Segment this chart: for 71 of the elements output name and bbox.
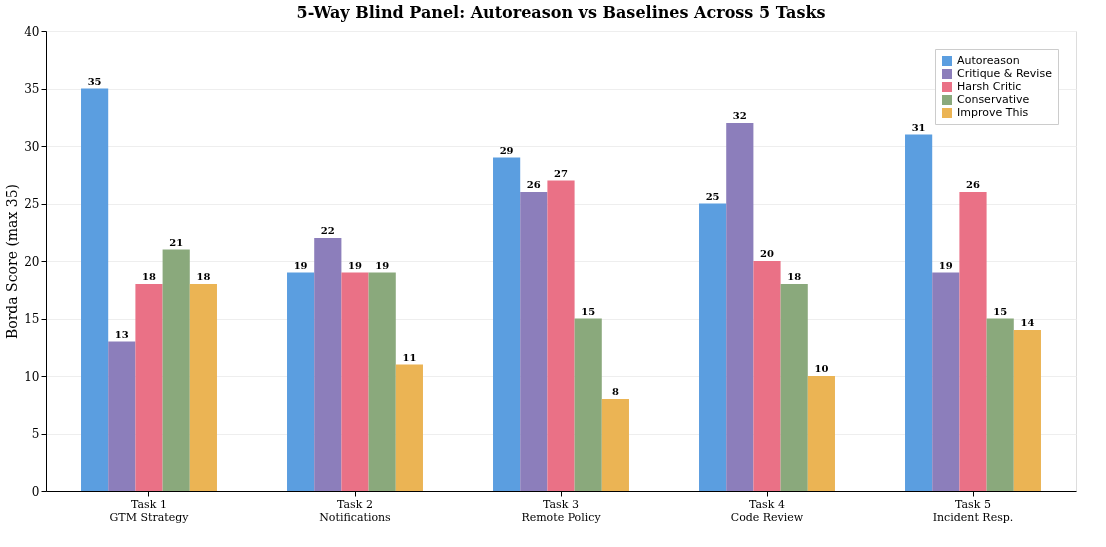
data-label: 13 (114, 328, 129, 340)
bar (807, 376, 835, 491)
y-tick-label: 20 (24, 254, 40, 269)
data-label: 32 (732, 110, 747, 121)
bar (341, 272, 369, 491)
data-label: 19 (938, 259, 953, 271)
data-label: 35 (87, 75, 102, 87)
x-tick-label: Task 4 Code Review (730, 497, 804, 524)
data-label: 19 (293, 259, 308, 271)
data-label: 11 (402, 351, 417, 363)
data-label: 20 (760, 248, 774, 259)
bar (135, 284, 163, 491)
bar (574, 318, 602, 491)
y-axis-title: Borda Score (max 35) (4, 183, 21, 340)
legend-label: Autoreason (957, 54, 1020, 67)
bar (287, 272, 315, 491)
y-tick-label: 30 (24, 139, 40, 154)
bar (520, 192, 548, 491)
bar (162, 249, 190, 491)
bar (547, 180, 575, 491)
x-tick-label: Task 3 Remote Policy (521, 497, 602, 524)
y-tick-label: 15 (24, 312, 40, 326)
y-tick-label: 5 (31, 427, 40, 441)
bar (314, 238, 342, 491)
data-label: 25 (705, 190, 720, 202)
data-label: 15 (581, 305, 596, 317)
data-label: 14 (1020, 317, 1035, 328)
x-tick-label: Task 2 Notifications (319, 497, 392, 524)
data-label: 10 (814, 363, 829, 374)
legend-label: Conservative (957, 93, 1030, 106)
chart-title: 5-Way Blind Panel: Autoreason vs Baselines Across 5 Tasks (296, 3, 826, 22)
legend-label: Improve This (957, 106, 1029, 119)
x-tick-label: Task 5 Incident Resp. (932, 497, 1014, 524)
bar (753, 261, 781, 491)
legend-label: Critique & Revise (957, 67, 1053, 80)
y-tick-label: 25 (24, 197, 40, 211)
y-tick-label: 0 (31, 484, 40, 499)
bar (108, 341, 136, 491)
data-label: 19 (348, 259, 362, 271)
data-label: 21 (169, 236, 184, 248)
data-label: 26 (966, 179, 980, 190)
y-tick-label: 10 (24, 369, 40, 384)
bar (932, 272, 960, 491)
data-label: 8 (611, 386, 619, 397)
bar (780, 284, 808, 491)
bar (986, 318, 1014, 491)
data-label: 18 (787, 271, 802, 282)
data-label: 26 (526, 179, 541, 190)
bar (395, 364, 423, 491)
bar (726, 123, 754, 491)
data-label: 18 (196, 271, 211, 282)
bar (601, 399, 629, 491)
bar (959, 192, 987, 491)
data-label: 29 (499, 144, 514, 156)
bar (368, 272, 396, 491)
data-label: 19 (375, 259, 390, 271)
data-label: 31 (911, 121, 926, 133)
legend-label: Harsh Critic (957, 80, 1022, 93)
bar (699, 203, 727, 491)
x-tick-label: Task 1 GTM Strategy (109, 497, 190, 524)
data-label: 27 (554, 167, 568, 179)
data-label: 22 (320, 225, 335, 236)
data-label: 18 (142, 271, 156, 282)
bar (1013, 330, 1041, 491)
y-tick-label: 40 (24, 24, 40, 39)
y-tick-label: 35 (24, 82, 40, 96)
bar (189, 284, 217, 491)
bar (493, 157, 521, 491)
bar (905, 134, 933, 491)
bar (81, 88, 109, 491)
data-label: 15 (993, 305, 1008, 317)
